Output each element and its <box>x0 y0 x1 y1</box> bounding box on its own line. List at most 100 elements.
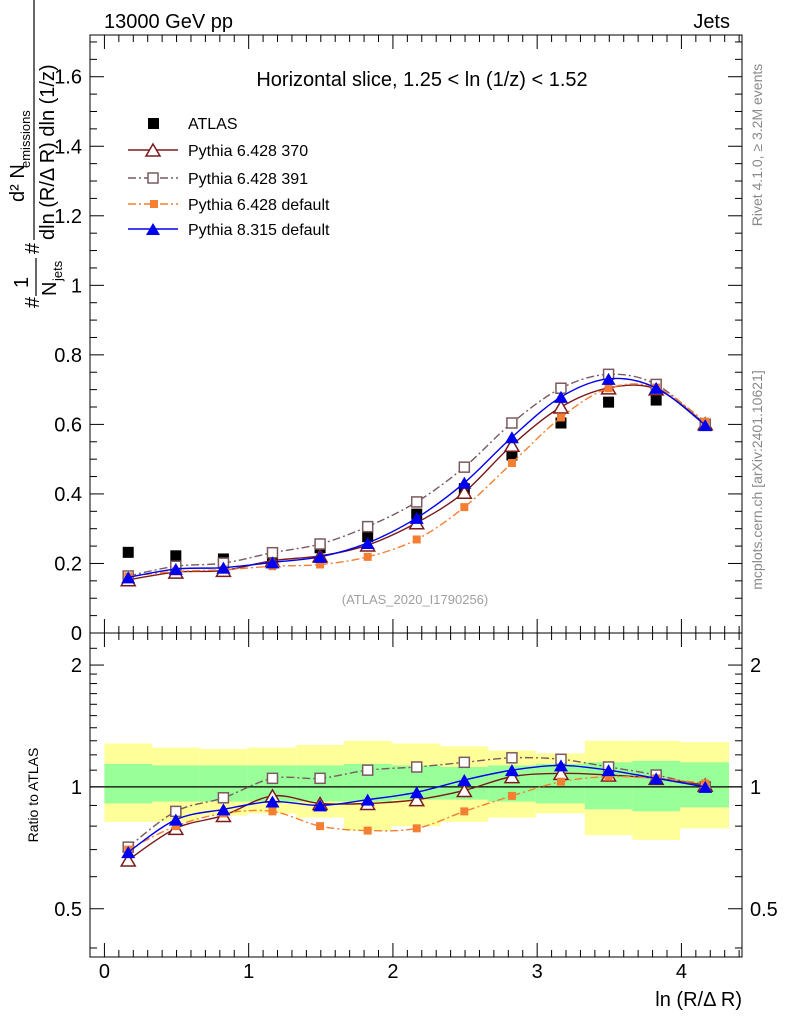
ylabel-hash: # <box>22 296 44 308</box>
main-ylabel: # 1 N jets # d² N emissions dln (R/Δ R) … <box>7 0 65 308</box>
ratio-xtick-label-0: 0 <box>99 961 110 983</box>
main-point-pythia-6-428-370-9 <box>552 399 570 414</box>
ratio-point-pythia-8-315-default-6 <box>409 786 424 799</box>
ylabel-d2n: d² N <box>7 164 29 202</box>
ratio-xtick-label-3: 3 <box>532 961 543 983</box>
main-point-pythia-8-315-default-5 <box>360 536 375 549</box>
ratio-point-pythia-6-428-default-5 <box>363 826 372 835</box>
legend-label-pythia6-default: Pythia 6.428 default <box>188 197 330 214</box>
main-point-pythia-6-428-391-6 <box>410 496 423 508</box>
ratio-point-pythia-8-315-default-7 <box>457 774 472 787</box>
ratio-point-pythia-8-315-default-10 <box>601 764 616 777</box>
main-line-pythia-8-315-default <box>128 377 706 579</box>
ratio-ytick-label-left-0: 0.5 <box>54 899 82 921</box>
main-point-atlas-10 <box>603 396 615 408</box>
ylabel-one: 1 <box>11 277 33 288</box>
ratio-xtick-label-2: 2 <box>387 961 398 983</box>
main-ytick-label-8: 1.6 <box>54 67 82 89</box>
ratio-series-pythia-8-315-default <box>121 759 713 859</box>
legend-label-atlas: ATLAS <box>188 116 238 133</box>
main-point-pythia-6-428-391-5 <box>361 520 374 533</box>
main-point-pythia-8-315-default-11 <box>649 381 664 394</box>
ratio-point-pythia-8-315-default-5 <box>360 793 375 806</box>
main-point-atlas-9 <box>555 417 567 429</box>
ylabel-njets: N <box>39 282 61 296</box>
ratio-band-green-1 <box>152 765 200 802</box>
main-point-pythia-6-428-default-5 <box>363 552 372 561</box>
ratio-point-pythia-6-428-default-10 <box>604 772 613 781</box>
main-series-pythia-6-428-370 <box>119 380 714 587</box>
ratio-point-pythia-6-428-391-7 <box>458 756 471 769</box>
legend: ATLAS Pythia 6.428 370 Pythia 6.428 391 … <box>128 116 330 239</box>
ratio-point-pythia-8-315-default-1 <box>168 813 183 826</box>
ratio-panel: 0.5 0.5 1 1 2 2 0 1 2 3 4 Ratio to ATLAS ln (R/Δ R… <box>25 632 778 1011</box>
main-point-pythia-6-428-391-3 <box>266 546 279 559</box>
main-ytick-label-0: 0 <box>71 623 82 645</box>
legend-label-pythia6-370: Pythia 6.428 370 <box>188 143 308 160</box>
ratio-point-pythia-8-315-default-3 <box>265 795 280 808</box>
legend-marker-pythia6-default <box>150 200 158 208</box>
main-point-pythia-8-315-default-3 <box>265 556 280 569</box>
main-point-pythia-6-428-391-8 <box>506 417 518 429</box>
main-point-pythia-8-315-default-0 <box>121 571 136 584</box>
main-point-pythia-8-315-default-8 <box>504 431 519 444</box>
ratio-xtick-label-4: 4 <box>676 961 687 983</box>
ratio-point-pythia-8-315-default-0 <box>121 846 136 859</box>
ratio-point-pythia-8-315-default-11 <box>649 772 664 785</box>
main-point-pythia-8-315-default-10 <box>601 372 616 385</box>
main-point-pythia-8-315-default-6 <box>409 511 424 524</box>
legend-item-pythia6-391: Pythia 6.428 391 <box>128 171 308 188</box>
main-point-pythia-6-428-370-7 <box>456 484 473 499</box>
side-site-text: mcplots.cern.ch [arXiv:2401.10621] <box>749 370 765 589</box>
main-point-pythia-6-428-default-7 <box>460 503 469 512</box>
legend-label-pythia6-391: Pythia 6.428 391 <box>188 171 308 188</box>
main-line-pythia-6-428-391 <box>128 373 706 577</box>
ratio-point-pythia-6-428-370-7 <box>456 782 473 798</box>
ratio-point-pythia-6-428-391-2 <box>217 792 230 804</box>
main-panel: 0 0.2 0.4 0.6 0.8 1 1.2 1.4 1.6 Horizontal slice… <box>7 0 743 645</box>
main-series-pythia-6-428-default <box>124 383 710 581</box>
legend-item-pythia8-default: Pythia 8.315 default <box>128 222 330 239</box>
legend-marker-pythia6-370 <box>144 142 162 157</box>
legend-item-atlas: ATLAS <box>148 116 238 133</box>
main-ytick-label-6: 1.2 <box>54 206 82 228</box>
ratio-point-pythia-6-428-370-6 <box>408 792 426 807</box>
main-point-atlas-1 <box>170 550 182 562</box>
main-point-atlas-8 <box>506 449 518 461</box>
ratio-point-pythia-8-315-default-2 <box>216 803 231 816</box>
side-events-text: Rivet 4.1.0, ≥ 3.2M events <box>749 64 765 227</box>
ratio-point-pythia-6-428-370-0 <box>119 852 137 867</box>
ratio-ytick-label-left-1: 1 <box>71 777 82 799</box>
main-ytick-label-3: 0.6 <box>54 414 82 436</box>
ratio-band-green-11 <box>632 760 680 812</box>
main-ytick-label-7: 1.4 <box>54 136 82 158</box>
main-ytick-label-5: 1 <box>71 275 82 297</box>
ratio-point-pythia-6-428-391-3 <box>266 772 279 785</box>
main-point-atlas-0 <box>122 546 134 558</box>
ratio-ylabel: Ratio to ATLAS <box>25 748 41 843</box>
main-point-pythia-6-428-370-8 <box>503 437 521 453</box>
main-series-pythia-6-428-391 <box>122 368 711 582</box>
ratio-ytick-label-right-0: 0.5 <box>750 899 778 921</box>
ratio-point-pythia-6-428-default-9 <box>556 777 565 786</box>
main-point-pythia-6-428-default-9 <box>556 413 565 422</box>
main-point-pythia-8-315-default-7 <box>457 476 472 489</box>
ylabel-denominator: dln (R/Δ R) dln (1/z) <box>37 64 59 240</box>
main-point-atlas-11 <box>650 394 662 406</box>
main-point-pythia-6-428-default-4 <box>316 560 325 569</box>
main-ytick-label-1: 0.2 <box>54 553 82 575</box>
ratio-point-pythia-8-315-default-9 <box>553 759 568 772</box>
main-point-pythia-8-315-default-4 <box>313 550 328 563</box>
ratio-ytick-label-left-2: 2 <box>71 655 82 677</box>
ylabel-hash2: # <box>22 242 44 254</box>
ylabel-njets-sub: jets <box>50 260 65 282</box>
legend-marker-pythia6-391 <box>147 172 159 184</box>
legend-marker-atlas <box>148 118 159 129</box>
main-marks <box>119 368 714 587</box>
ratio-point-pythia-6-428-391-8 <box>506 752 518 764</box>
ratio-point-pythia-6-428-391-4 <box>314 772 326 785</box>
main-ytick-label-4: 0.8 <box>54 345 82 367</box>
ratio-point-pythia-6-428-default-7 <box>460 807 469 816</box>
main-point-pythia-6-428-default-8 <box>507 458 516 467</box>
